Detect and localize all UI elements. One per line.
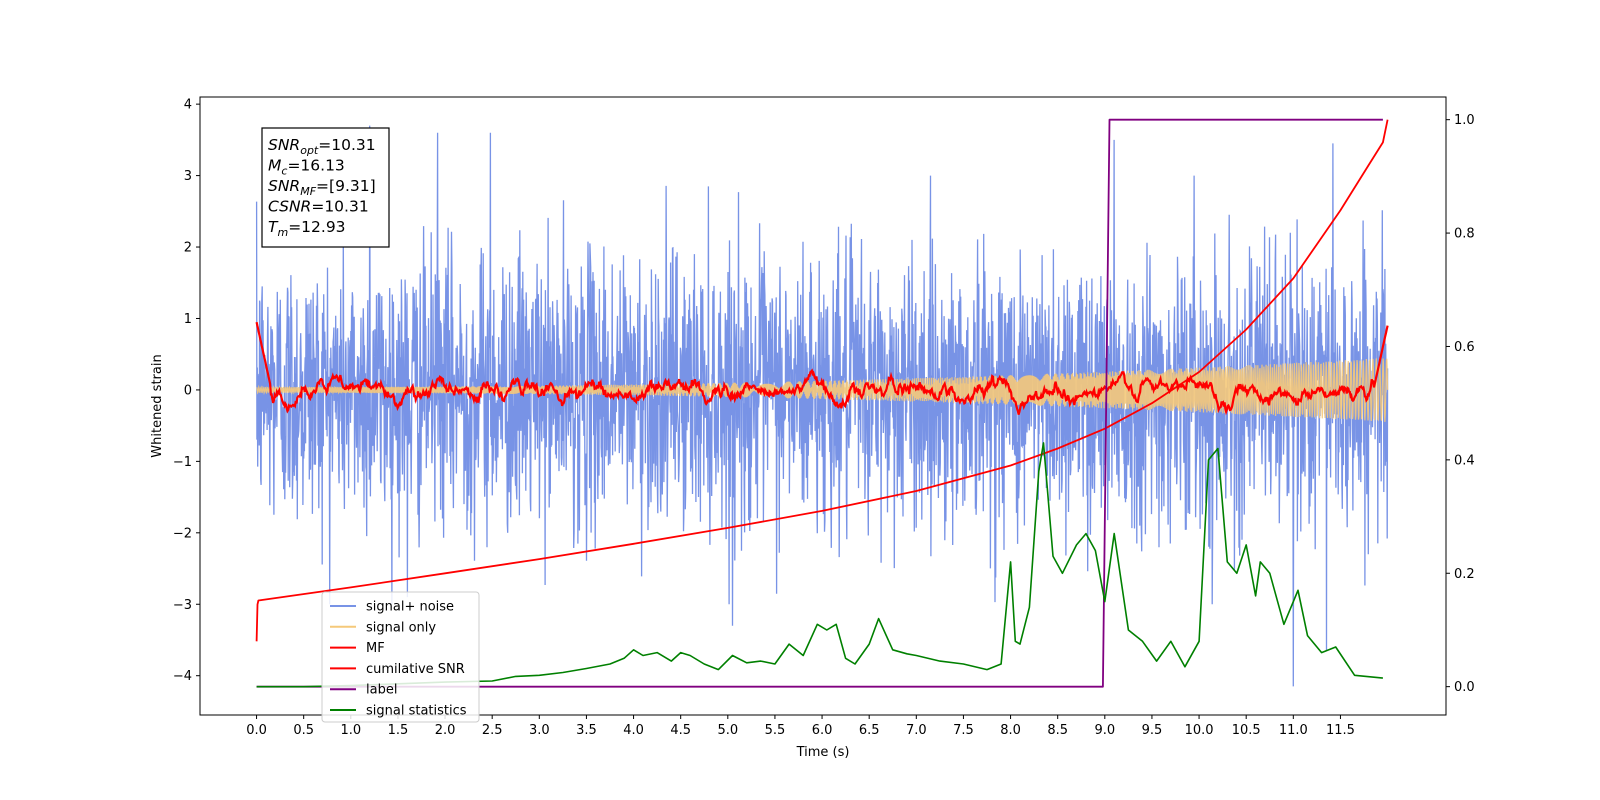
x-tick-label: 5.5 [765, 723, 786, 738]
series-label [256, 118, 1383, 688]
x-tick-label: 4.0 [623, 723, 644, 738]
annotation-line: Tm=12.93 [268, 218, 346, 239]
y-tick-label: 0 [184, 383, 192, 398]
legend-label: MF [366, 641, 385, 656]
y2-tick-label: 0.8 [1454, 227, 1475, 242]
y2-tick-label: 0.0 [1454, 680, 1475, 695]
x-tick-label: 6.0 [812, 723, 833, 738]
y-axis-ticks: 4 3 2 1 0 −1 −2 −3 −4 [173, 98, 200, 684]
legend-frame [321, 591, 480, 723]
x-tick-label: 7.0 [906, 723, 927, 738]
x-tick-label: 5.0 [717, 723, 738, 738]
series-cumulative-snr [255, 119, 1389, 642]
y2-tick-label: 0.4 [1454, 453, 1475, 468]
y-tick-label: −2 [173, 526, 192, 541]
y-tick-label: −4 [173, 669, 192, 684]
legend: signal+ noise signal only MF cumilative SNR… [321, 591, 480, 723]
series-mf [255, 321, 1389, 416]
x-tick-label: 3.5 [576, 723, 597, 738]
x-tick-label: 0.0 [246, 723, 267, 738]
series-signal-statistics [256, 442, 1383, 688]
y2-tick-label: 0.6 [1454, 340, 1475, 355]
y2-tick-label: 0.2 [1454, 567, 1475, 582]
signal-statistics-line [256, 442, 1383, 688]
annotation-line: SNRMF=[9.31] [268, 177, 376, 198]
legend-label: signal+ noise [366, 600, 454, 615]
signal-only-line [256, 358, 1389, 422]
annotation-line: SNRopt=10.31 [268, 136, 376, 157]
y2-axis-ticks: 1.0 0.8 0.6 0.4 0.2 0.0 [1446, 113, 1475, 695]
annotation-box: SNRopt=10.31Mc=16.13SNRMF=[9.31]CSNR=10.… [261, 127, 390, 248]
y-axis-label: Whitened strain [150, 354, 165, 457]
x-tick-label: 2.5 [482, 723, 503, 738]
annotation-line: CSNR=10.31 [268, 198, 369, 216]
x-tick-label: 6.5 [859, 723, 880, 738]
y-tick-label: −3 [173, 598, 192, 613]
x-tick-label: 1.5 [388, 723, 409, 738]
y-tick-label: 3 [184, 169, 192, 184]
x-axis-label: Time (s) [796, 745, 850, 760]
label-line [256, 118, 1383, 688]
plot-series-layer [255, 118, 1389, 688]
plot-frame [199, 96, 1447, 716]
series-signal-only [256, 358, 1389, 422]
legend-label: signal only [366, 620, 436, 635]
annotation-box-frame [261, 127, 390, 248]
y-tick-label: 1 [184, 312, 192, 327]
x-tick-label: 9.0 [1094, 723, 1115, 738]
x-tick-label: 8.5 [1047, 723, 1068, 738]
annotation-line: Mc=16.13 [268, 157, 345, 178]
legend-label: label [366, 683, 397, 698]
x-tick-label: 3.0 [529, 723, 550, 738]
x-tick-label: 9.5 [1142, 723, 1163, 738]
x-tick-label: 10.0 [1185, 723, 1214, 738]
x-tick-label: 8.0 [1000, 723, 1021, 738]
x-tick-label: 11.0 [1279, 723, 1308, 738]
x-tick-label: 2.0 [435, 723, 456, 738]
x-tick-label: 1.0 [340, 723, 361, 738]
x-tick-label: 7.5 [953, 723, 974, 738]
mf-line [255, 321, 1389, 416]
y-tick-label: 4 [184, 98, 192, 113]
legend-label: cumilative SNR [366, 662, 465, 677]
x-tick-label: 0.5 [293, 723, 314, 738]
x-axis-ticks: 0.0 0.5 1.0 1.5 2.0 2.5 3.0 3.5 4.0 4.5 5.0 5.5 6.0 6… [246, 715, 1355, 738]
x-tick-label: 11.5 [1326, 723, 1355, 738]
legend-label: signal statistics [366, 704, 467, 719]
y2-tick-label: 1.0 [1454, 113, 1475, 128]
x-tick-label: 4.5 [670, 723, 691, 738]
y-tick-label: 2 [184, 241, 192, 256]
cumulative-snr-line [255, 119, 1389, 642]
x-tick-label: 10.5 [1232, 723, 1261, 738]
y-tick-label: −1 [173, 455, 192, 470]
